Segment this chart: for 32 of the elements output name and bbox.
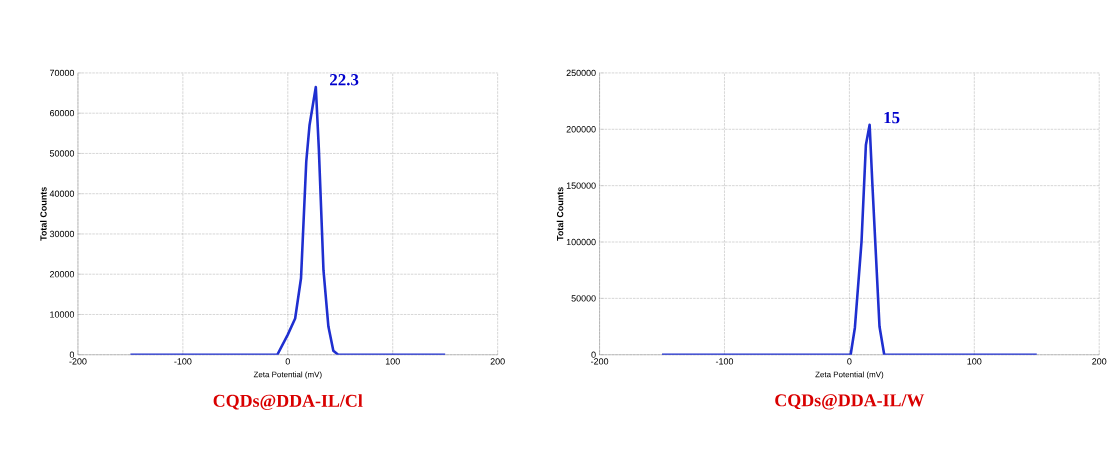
line-series — [660, 123, 1039, 355]
y-tick-label: 100000 — [566, 239, 596, 246]
x-tick-label: 100 — [385, 358, 400, 365]
y-tick-label: 70000 — [49, 69, 75, 77]
y-tick-label: 250000 — [566, 69, 596, 77]
text: CQDs@DDA-IL/W — [775, 394, 925, 410]
y-tick-label: 60000 — [49, 110, 75, 117]
x-tick-label: 0 — [847, 358, 852, 365]
y-axis-title: Total Counts — [556, 187, 564, 241]
y-tick-label: 40000 — [49, 190, 75, 198]
line-series — [129, 85, 447, 355]
x-tick-label: -100 — [715, 358, 734, 365]
y-tick-label: 0 — [69, 351, 75, 359]
x-tick-label: 200 — [490, 358, 505, 365]
y-tick-label: 50000 — [571, 295, 596, 302]
y-tick-label: 50000 — [49, 150, 75, 157]
annotation: 15 — [884, 112, 900, 124]
y-tick-label: 10000 — [50, 311, 75, 318]
x-tick-label: -100 — [174, 358, 192, 365]
x-tick-label: -200 — [591, 358, 609, 365]
x-tick-label: -200 — [69, 358, 87, 365]
y-tick-label: 200000 — [566, 126, 596, 133]
y-tick-label: 20000 — [49, 271, 75, 278]
x-tick-label: 0 — [285, 358, 290, 365]
y-tick-label: 0 — [591, 351, 596, 359]
x-tick-label: 200 — [1092, 358, 1107, 365]
y-tick-label: 30000 — [49, 230, 75, 238]
y-axis-title: Total Counts — [40, 187, 47, 241]
text: CQDs@DDA-IL/Cl — [213, 394, 363, 411]
y-tick-label: 150000 — [566, 182, 596, 189]
x-tick-label: 100 — [967, 358, 982, 365]
annotation: 22.3 — [330, 74, 359, 86]
